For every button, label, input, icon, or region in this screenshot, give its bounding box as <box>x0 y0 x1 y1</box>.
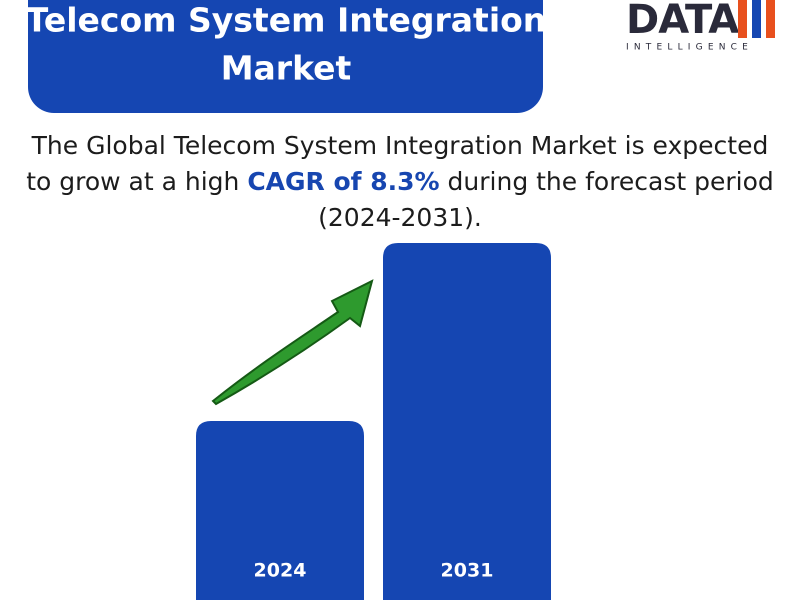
statement-line: The Global Telecom System Integration Ma… <box>31 131 769 160</box>
bar <box>196 421 364 600</box>
bar <box>383 243 551 600</box>
statement-text: during the forecast period <box>447 167 774 196</box>
logo: DATA INTELLIGENCE <box>626 0 775 53</box>
header-title: Telecom System Integration <box>26 1 547 40</box>
header-box <box>28 0 543 113</box>
logo-bar <box>738 0 747 38</box>
bar-label: 2024 <box>254 560 307 582</box>
statement: The Global Telecom System Integration Ma… <box>0 128 800 236</box>
statement-line: to grow at a high CAGR of 8.3% during th… <box>0 164 800 200</box>
logo-brand: DATA <box>626 0 739 43</box>
logo-bar <box>752 0 761 38</box>
statement-text: to grow at a high <box>26 167 240 196</box>
bar-label: 2031 <box>441 560 494 582</box>
logo-bar <box>766 0 775 38</box>
logo-tagline: INTELLIGENCE <box>626 43 753 53</box>
growth-arrow <box>211 279 374 406</box>
statement-highlight: CAGR of 8.3% <box>247 167 440 196</box>
statement-line: (2024-2031). <box>318 203 482 232</box>
header-title: Market <box>221 49 352 88</box>
